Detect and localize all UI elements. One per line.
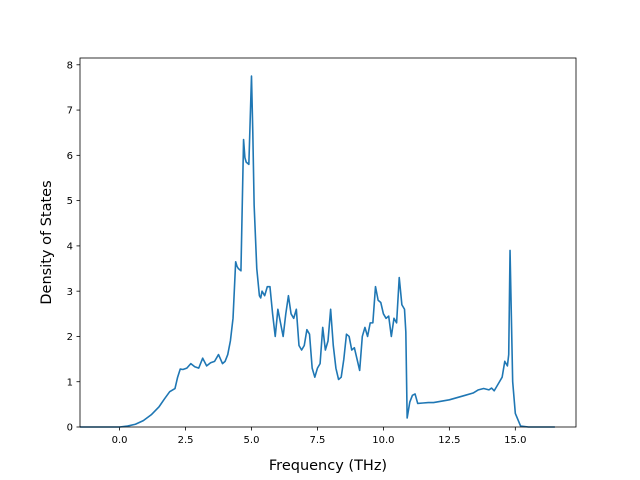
x-tick-label: 7.5	[309, 435, 325, 446]
x-tick-label: 15.0	[504, 435, 526, 446]
y-tick-label: 3	[67, 287, 73, 298]
x-tick-label: 2.5	[178, 435, 194, 446]
y-tick-label: 2	[67, 332, 73, 343]
y-tick-label: 1	[67, 377, 73, 388]
x-tick-label: 5.0	[244, 435, 260, 446]
x-tick-label: 10.0	[372, 435, 394, 446]
x-axis-ticks: 0.0 2.5 5.0 7.5 10.0 12.5 15.0	[112, 427, 526, 446]
y-tick-label: 6	[67, 151, 73, 162]
x-axis-title: Frequency (THz)	[269, 458, 387, 474]
x-tick-label: 0.0	[112, 435, 128, 446]
plot-area	[80, 58, 576, 427]
y-axis-ticks: 0 1 2 3 4 5 6 7 8	[67, 60, 80, 434]
y-axis-title: Density of States	[39, 180, 55, 304]
dos-line	[80, 75, 555, 428]
y-tick-label: 8	[67, 60, 73, 71]
y-tick-label: 5	[67, 196, 73, 207]
y-tick-label: 7	[67, 106, 73, 117]
y-tick-label: 4	[67, 241, 73, 252]
plot-frame	[79, 57, 577, 428]
x-tick-label: 12.5	[438, 435, 460, 446]
y-tick-label: 0	[67, 423, 73, 434]
